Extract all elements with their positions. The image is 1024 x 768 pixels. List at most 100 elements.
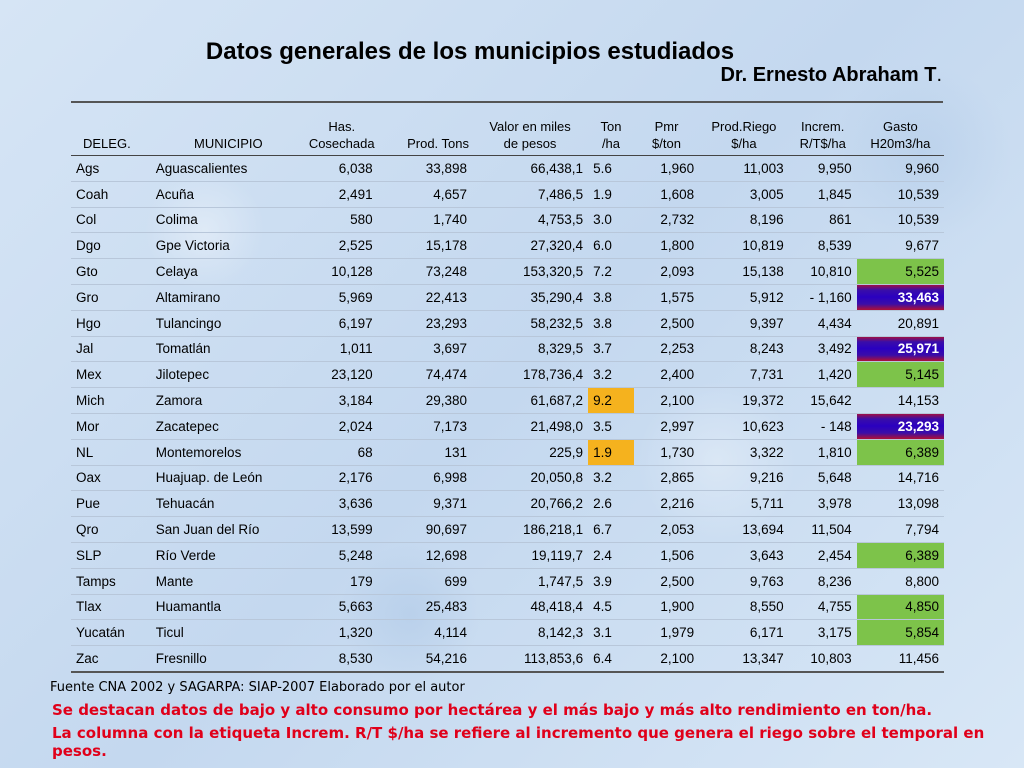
cell-municipio: Gpe Victoria [150,232,306,260]
cell-has-cosechada: 3,184 [305,387,378,414]
header-deleg-line1: DELEG. [83,136,131,151]
source-note: Fuente CNA 2002 y SAGARPA: SIAP-2007 Ela… [50,680,465,695]
cell-pmr: 2,400 [633,361,700,389]
table-row: Col Colima 580 1,740 4,753,5 3.0 2,732 8,196 861… [71,207,944,234]
author-text: Dr. Ernesto Abraham T [720,64,937,86]
table-header-row: DELEG. MUNICIPIO Has. Cosechada Prod. Ton… [71,116,944,156]
cell-has-cosechada: 1,011 [305,336,378,363]
cell-deleg: Coah [71,181,151,208]
table-row: Gto Celaya 10,128 73,248 153,320,5 7.2 2,093 15… [71,258,944,285]
cell-has-cosechada: 6,197 [305,310,378,337]
cell-increm: 861 [788,207,857,234]
cell-pmr: 1,979 [633,619,700,647]
cell-gasto: 10,539 [856,207,944,234]
cell-ton-ha: 3.5 [588,413,634,440]
cell-valor: 35,290,4 [472,284,589,311]
cell-increm: 2,454 [788,542,857,569]
cell-municipio: Zacatepec [150,413,306,440]
cell-deleg: Zac [71,645,151,673]
cell-prod-tons: 9,371 [377,490,473,518]
cell-municipio: Tehuacán [150,490,306,518]
cell-deleg: Gro [71,284,151,311]
cell-ton-ha: 3.9 [588,568,634,595]
cell-prod-tons: 15,178 [377,232,473,260]
cell-gasto: 8,800 [856,568,944,595]
cell-deleg: Ags [71,155,151,182]
cell-deleg: Col [71,207,151,234]
cell-ton-ha: 2.6 [588,490,634,518]
cell-municipio: Colima [150,207,306,234]
table-row: Zac Fresnillo 8,530 54,216 113,853,6 6.4 2,100… [71,645,944,673]
cell-pmr: 2,500 [633,568,700,595]
cell-gasto: 23,293 [856,413,944,440]
cell-valor: 186,218,1 [472,516,589,543]
cell-increm: 3,492 [788,336,857,363]
cell-municipio: Tulancingo [150,310,306,337]
cell-prod-riego: 3,322 [699,439,789,466]
cell-has-cosechada: 10,128 [305,258,378,285]
cell-ton-ha: 5.6 [588,155,634,182]
cell-has-cosechada: 5,969 [305,284,378,311]
table-top-rule [71,101,943,103]
cell-pmr: 1,960 [633,155,700,182]
cell-valor: 48,418,4 [472,594,589,621]
header-riego-line1: Prod.Riego [711,119,777,134]
table-row: Tlax Huamantla 5,663 25,483 48,418,4 4.5 1,900… [71,594,944,621]
cell-deleg: Jal [71,336,151,363]
header-municipio: MUNICIPIO [150,116,306,156]
cell-deleg: Pue [71,490,151,518]
cell-prod-riego: 6,171 [699,619,789,647]
table-row: Dgo Gpe Victoria 2,525 15,178 27,320,4 6.0 1,8… [71,232,944,260]
cell-gasto: 4,850 [856,594,944,621]
header-ton-line2: /ha [601,136,621,151]
cell-pmr: 2,865 [633,465,700,492]
cell-deleg: Mich [71,387,151,414]
cell-has-cosechada: 1,320 [305,619,378,647]
cell-prod-riego: 11,003 [699,155,789,182]
cell-valor: 4,753,5 [472,207,589,234]
cell-valor: 21,498,0 [472,413,589,440]
municipios-table: DELEG. MUNICIPIO Has. Cosechada Prod. Ton… [71,116,944,673]
cell-increm: 1,810 [788,439,857,466]
cell-pmr: 2,053 [633,516,700,543]
cell-deleg: Tlax [71,594,151,621]
cell-has-cosechada: 5,663 [305,594,378,621]
cell-deleg: SLP [71,542,151,569]
table-row: Coah Acuña 2,491 4,657 7,486,5 1.9 1,608 3,005 1… [71,181,944,208]
cell-gasto: 5,525 [856,258,944,285]
cell-deleg: NL [71,439,151,466]
cell-increm: 4,434 [788,310,857,337]
cell-gasto: 10,539 [856,181,944,208]
cell-increm: 8,539 [788,232,857,260]
cell-prod-tons: 1,740 [377,207,473,234]
cell-increm: 8,236 [788,568,857,595]
cell-valor: 153,320,5 [472,258,589,285]
cell-pmr: 2,100 [633,387,700,414]
header-prod-line1: Prod. Tons [407,136,470,151]
table-row: SLP Río Verde 5,248 12,698 19,119,7 2.4 1,506 3… [71,542,944,569]
cell-gasto: 14,716 [856,465,944,492]
cell-prod-tons: 12,698 [377,542,473,569]
cell-prod-riego: 3,005 [699,181,789,208]
cell-prod-riego: 8,196 [699,207,789,234]
cell-municipio: Acuña [150,181,306,208]
header-pmr-line1: Pmr [654,119,679,134]
cell-ton-ha: 3.2 [588,361,634,389]
cell-prod-riego: 13,347 [699,645,789,673]
cell-ton-ha: 3.8 [588,310,634,337]
cell-gasto: 13,098 [856,490,944,518]
cell-ton-ha: 6.4 [588,645,634,673]
cell-gasto: 14,153 [856,387,944,414]
cell-pmr: 2,500 [633,310,700,337]
cell-ton-ha: 3.2 [588,465,634,492]
header-pmr: Pmr $/ton [633,116,700,156]
cell-ton-ha: 3.1 [588,619,634,647]
cell-prod-tons: 29,380 [377,387,473,414]
header-increm-line2: R/T$/ha [799,136,846,151]
header-riego-line2: $/ha [731,136,757,151]
header-pmr-line2: $/ton [652,136,681,151]
cell-increm: 5,648 [788,465,857,492]
cell-prod-tons: 54,216 [377,645,473,673]
cell-prod-riego: 3,643 [699,542,789,569]
cell-pmr: 2,100 [633,645,700,673]
